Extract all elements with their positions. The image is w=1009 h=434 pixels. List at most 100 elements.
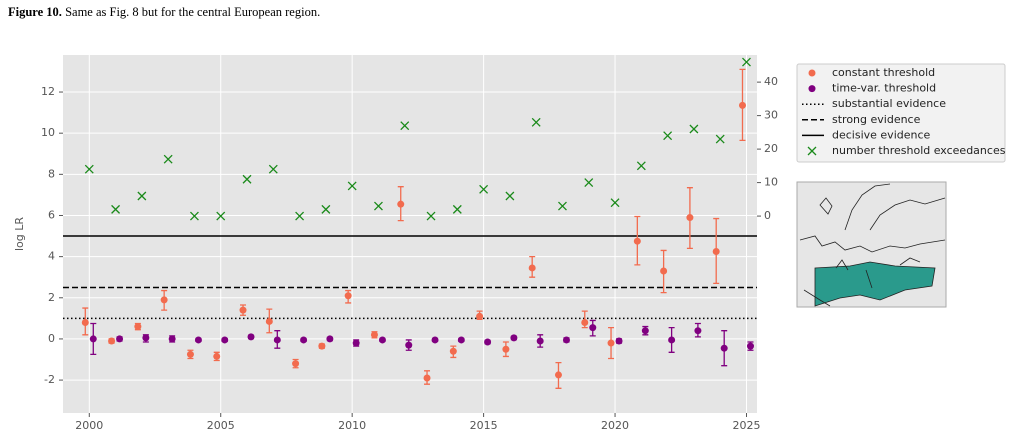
caption-label: Figure 10. [8,5,62,19]
point [423,374,431,382]
point [400,121,410,131]
y2-tick-label: 30 [764,109,778,122]
point [660,267,668,275]
point [116,335,124,343]
y2-tick-label: 20 [764,142,778,155]
point [111,204,121,214]
point [528,264,536,272]
point [221,336,229,344]
point [397,200,405,208]
legend-label: number threshold exceedances [832,144,1006,157]
legend [796,63,1006,163]
legend-label: time-var. threshold [832,82,936,95]
point [476,312,484,320]
point [242,174,252,184]
y2-tick-label: 10 [764,176,778,189]
point [300,336,308,344]
point [426,211,436,221]
point [502,345,510,353]
x-tick-label: 2020 [601,419,629,432]
point [318,342,326,350]
y-tick-label: 0 [48,332,55,345]
point [694,327,702,335]
point [134,323,142,331]
point [213,352,221,360]
point [452,204,462,214]
point [247,333,255,341]
legend-marker [807,146,817,156]
point [720,344,728,352]
point [615,337,623,345]
point [89,335,97,343]
point [584,178,594,188]
point [505,191,515,201]
x-tick-label: 2000 [75,419,103,432]
legend-marker [808,85,816,93]
y2-tick-label: 0 [764,209,771,222]
legend-label: strong evidence [832,113,921,126]
point [484,338,492,346]
x-tick-label: 2025 [732,419,760,432]
point [712,247,720,255]
point [186,350,194,358]
map-inset [796,181,947,308]
point [160,296,168,304]
map-coastline [799,183,946,307]
point [378,336,386,344]
point [742,57,751,67]
point [641,327,649,335]
point [431,336,439,344]
caption: Figure 10. Same as Fig. 8 but for the ce… [8,5,320,19]
point [536,337,544,345]
point [216,211,226,221]
y-tick-label: -2 [44,373,55,386]
x-tick-label: 2015 [470,419,498,432]
point [352,339,360,347]
x-tick-label: 2005 [207,419,235,432]
point [589,324,597,332]
point [562,336,570,344]
point [137,191,147,201]
point [108,337,116,345]
point [689,124,699,134]
legend-marker [808,69,816,77]
point [239,306,247,314]
y-tick-label: 8 [48,167,55,180]
point [668,336,676,344]
point [347,181,357,191]
point [168,335,176,343]
point [273,336,281,344]
point [633,237,641,245]
point [189,211,199,221]
point [558,201,567,211]
point [479,184,489,194]
point [581,318,589,326]
point [457,336,465,344]
point [554,371,562,379]
y-tick-label: 6 [48,208,55,221]
point [344,292,352,300]
point [373,201,383,211]
y-tick-label: 12 [41,85,55,98]
point [321,204,331,214]
legend-label: decisive evidence [832,128,931,141]
y-tick-label: 4 [48,250,55,263]
point [142,334,150,342]
point [163,154,173,164]
x-tick-label: 2010 [338,419,366,432]
caption-text: Same as Fig. 8 but for the central Europ… [65,5,320,19]
point [531,117,541,127]
legend-label: constant threshold [832,66,935,79]
point [265,317,273,325]
point [292,360,300,368]
point [636,161,646,171]
y-tick-label: 10 [41,126,55,139]
point [405,341,413,349]
point [81,318,89,326]
point [715,134,725,144]
point [268,164,278,174]
y-axis-label: log LR [13,217,26,251]
y2-tick-label: 40 [764,75,778,88]
point [326,335,334,343]
legend-label: substantial evidence [832,97,946,110]
